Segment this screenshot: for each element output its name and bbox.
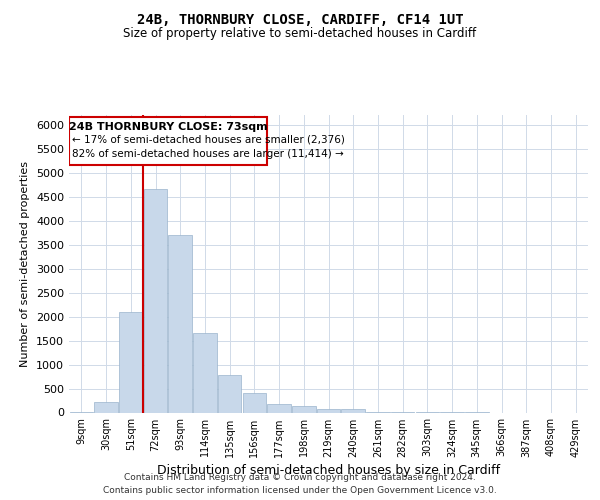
Text: Size of property relative to semi-detached houses in Cardiff: Size of property relative to semi-detach… [124, 28, 476, 40]
Bar [144, 190, 167, 412]
Bar [94, 402, 118, 412]
Bar [292, 406, 316, 412]
FancyBboxPatch shape [70, 118, 267, 166]
Y-axis label: Number of semi-detached properties: Number of semi-detached properties [20, 161, 31, 367]
Bar [193, 334, 217, 412]
Bar [268, 404, 291, 412]
Bar [218, 374, 241, 412]
Text: Contains HM Land Registry data © Crown copyright and database right 2024.: Contains HM Land Registry data © Crown c… [124, 472, 476, 482]
Text: ← 17% of semi-detached houses are smaller (2,376): ← 17% of semi-detached houses are smalle… [72, 134, 345, 144]
Bar [169, 235, 192, 412]
Text: Contains public sector information licensed under the Open Government Licence v3: Contains public sector information licen… [103, 486, 497, 495]
Bar [119, 312, 143, 412]
Bar [242, 394, 266, 412]
Bar [317, 410, 340, 412]
Text: 24B THORNBURY CLOSE: 73sqm: 24B THORNBURY CLOSE: 73sqm [69, 122, 268, 132]
Text: 24B, THORNBURY CLOSE, CARDIFF, CF14 1UT: 24B, THORNBURY CLOSE, CARDIFF, CF14 1UT [137, 12, 463, 26]
Text: 82% of semi-detached houses are larger (11,414) →: 82% of semi-detached houses are larger (… [72, 149, 344, 159]
X-axis label: Distribution of semi-detached houses by size in Cardiff: Distribution of semi-detached houses by … [157, 464, 500, 476]
Bar [341, 410, 365, 412]
